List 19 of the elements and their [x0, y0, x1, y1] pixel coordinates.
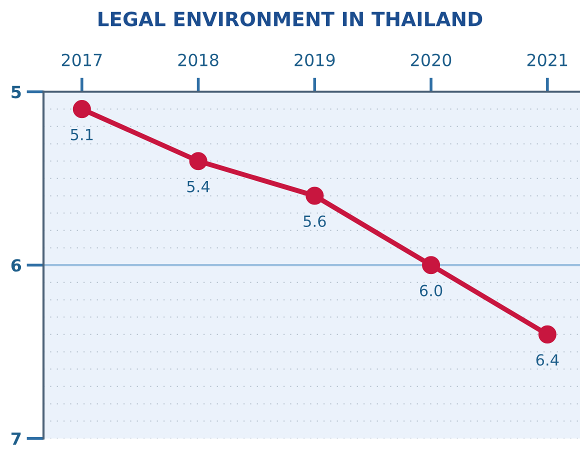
data-label: 5.6: [304, 215, 326, 228]
y-tick-label: 7: [11, 432, 21, 445]
point: [422, 256, 440, 274]
data-label: 6.4: [536, 354, 559, 366]
x-tick-label: 2019: [294, 54, 335, 66]
chart-title: LEGAL ENVIRONMENT IN THAILAND: [98, 12, 482, 26]
data-label: 5.4: [187, 181, 210, 192]
data-label: 6.0: [420, 284, 442, 296]
data-label: 5.1: [70, 129, 93, 140]
point: [538, 325, 556, 344]
y-tick-label: 6: [11, 259, 22, 272]
x-tick-label: 2021: [527, 54, 568, 66]
x-tick-label: 2020: [411, 54, 452, 66]
y-tick-label: 5: [12, 86, 21, 98]
point: [189, 152, 208, 170]
x-tick-label: 2017: [62, 54, 102, 66]
point: [72, 100, 91, 118]
x-tick-label: 2018: [178, 54, 218, 66]
point: [306, 186, 324, 205]
